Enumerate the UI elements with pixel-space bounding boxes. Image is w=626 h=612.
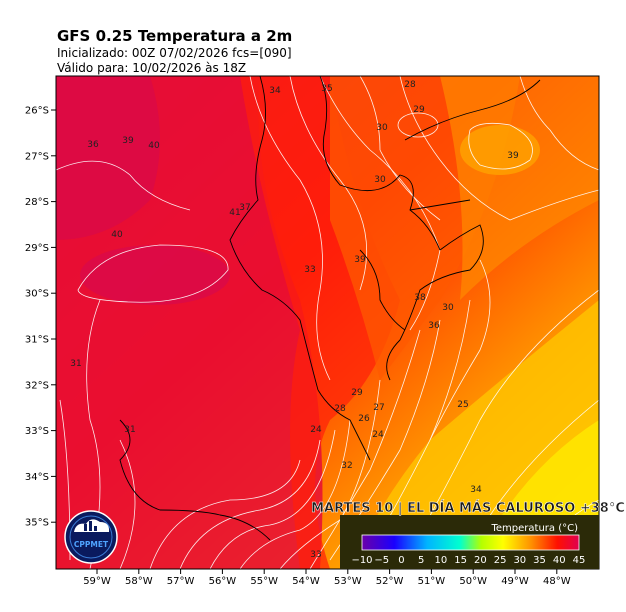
valid-line: Válido para: 10/02/2026 às 18Z — [57, 61, 247, 75]
contour-label: 31 — [124, 425, 135, 435]
lon-tick-label: 53°W — [334, 576, 362, 587]
borders — [119, 76, 541, 541]
lon-tick-label: 58°W — [125, 576, 153, 587]
colorbar-ticks: −10 −5 0 5 10 15 20 25 30 35 40 45 — [351, 555, 585, 566]
colorbar-tick-label: 40 — [553, 555, 566, 566]
contour-label: 39 — [122, 136, 134, 146]
contour-label: 36 — [87, 140, 99, 150]
banner-headline: MARTES 10 | EL DÍA MÁS CALUROSO +38°C — [311, 500, 625, 516]
longitude-ticks: 59°W 58°W 57°W 56°W 55°W 54°W 53°W 52°W 51°W 50°W… — [83, 569, 571, 587]
colorbar-tick-label: 35 — [533, 555, 546, 566]
contour-label: 35 — [321, 84, 332, 94]
banner: MARTES 10 | EL DÍA MÁS CALUROSO +38°C Te… — [311, 500, 625, 569]
contour-label: 31 — [70, 359, 81, 369]
contour-label: 25 — [457, 400, 468, 410]
contour-label: 33 — [310, 550, 321, 560]
colorbar-tick-label: 25 — [494, 555, 507, 566]
colorbar-tick-label: −10 — [351, 555, 372, 566]
lat-tick-label: 29°S — [25, 243, 49, 254]
latitude-ticks: 26°S 27°S 28°S 29°S 30°S 31°S 32°S 33°S 34°S 35°S — [25, 106, 56, 529]
init-line: Inicializado: 00Z 07/02/2026 fcs=[090] — [57, 46, 292, 60]
map-frame — [55, 75, 600, 570]
contour-label: 34 — [470, 485, 482, 495]
colorbar-tick-label: 45 — [573, 555, 586, 566]
lon-tick-label: 57°W — [167, 576, 195, 587]
lon-tick-label: 56°W — [209, 576, 237, 587]
lat-tick-label: 32°S — [25, 380, 49, 391]
lat-tick-label: 30°S — [25, 289, 49, 300]
colorbar — [361, 534, 580, 551]
contour-label: 41 — [229, 208, 240, 218]
lat-tick-label: 34°S — [25, 472, 49, 483]
contour-label: 36 — [428, 321, 440, 331]
lon-tick-label: 52°W — [376, 576, 404, 587]
colorbar-title: Temperatura (°C) — [490, 523, 578, 534]
contour-label: 40 — [148, 141, 160, 151]
colorbar-tick-label: 15 — [454, 555, 467, 566]
contour-label: 29 — [351, 388, 363, 398]
field-layer — [56, 76, 599, 569]
lat-tick-label: 28°S — [25, 197, 49, 208]
lon-tick-label: 59°W — [83, 576, 111, 587]
logo-text: CPPMET — [74, 540, 109, 549]
contour-label: 26 — [358, 414, 370, 424]
lon-tick-label: 48°W — [543, 576, 571, 587]
contour-label: 34 — [269, 86, 281, 96]
colorbar-tick-label: 0 — [398, 555, 404, 566]
contour-label: 30 — [376, 123, 388, 133]
contour-label: 24 — [372, 430, 384, 440]
colorbar-tick-label: 10 — [435, 555, 448, 566]
contour-label: 28 — [404, 80, 416, 90]
lon-tick-label: 51°W — [418, 576, 446, 587]
contour-label: 27 — [373, 403, 384, 413]
contour-label: 40 — [111, 230, 123, 240]
contour-label: 39 — [354, 255, 366, 265]
lat-tick-label: 26°S — [25, 106, 49, 117]
contour-label: 33 — [304, 265, 315, 275]
lon-tick-label: 49°W — [501, 576, 529, 587]
lon-tick-label: 55°W — [250, 576, 278, 587]
lat-tick-label: 33°S — [25, 426, 49, 437]
lon-tick-label: 54°W — [292, 576, 320, 587]
colorbar-tick-label: 20 — [474, 555, 487, 566]
contour-label: 30 — [374, 175, 386, 185]
contour-label: 30 — [442, 303, 454, 313]
colorbar-tick-label: 5 — [418, 555, 424, 566]
map-title: GFS 0.25 Temperatura a 2m — [57, 27, 293, 45]
lon-tick-label: 50°W — [459, 576, 487, 587]
contour-label: 32 — [341, 461, 352, 471]
colorbar-tick-label: 30 — [513, 555, 526, 566]
colorbar-tick-label: −5 — [374, 555, 389, 566]
contour-label: 29 — [413, 105, 425, 115]
contour-label: 24 — [310, 425, 322, 435]
cppmet-logo: CPPMET — [64, 510, 118, 564]
lat-tick-label: 27°S — [25, 151, 49, 162]
lat-tick-label: 31°S — [25, 335, 49, 346]
contour-label: 38 — [414, 293, 426, 303]
contour-label: 28 — [334, 404, 346, 414]
contour-label: 37 — [239, 203, 250, 213]
lat-tick-label: 35°S — [25, 518, 49, 529]
contour-label: 39 — [507, 151, 519, 161]
